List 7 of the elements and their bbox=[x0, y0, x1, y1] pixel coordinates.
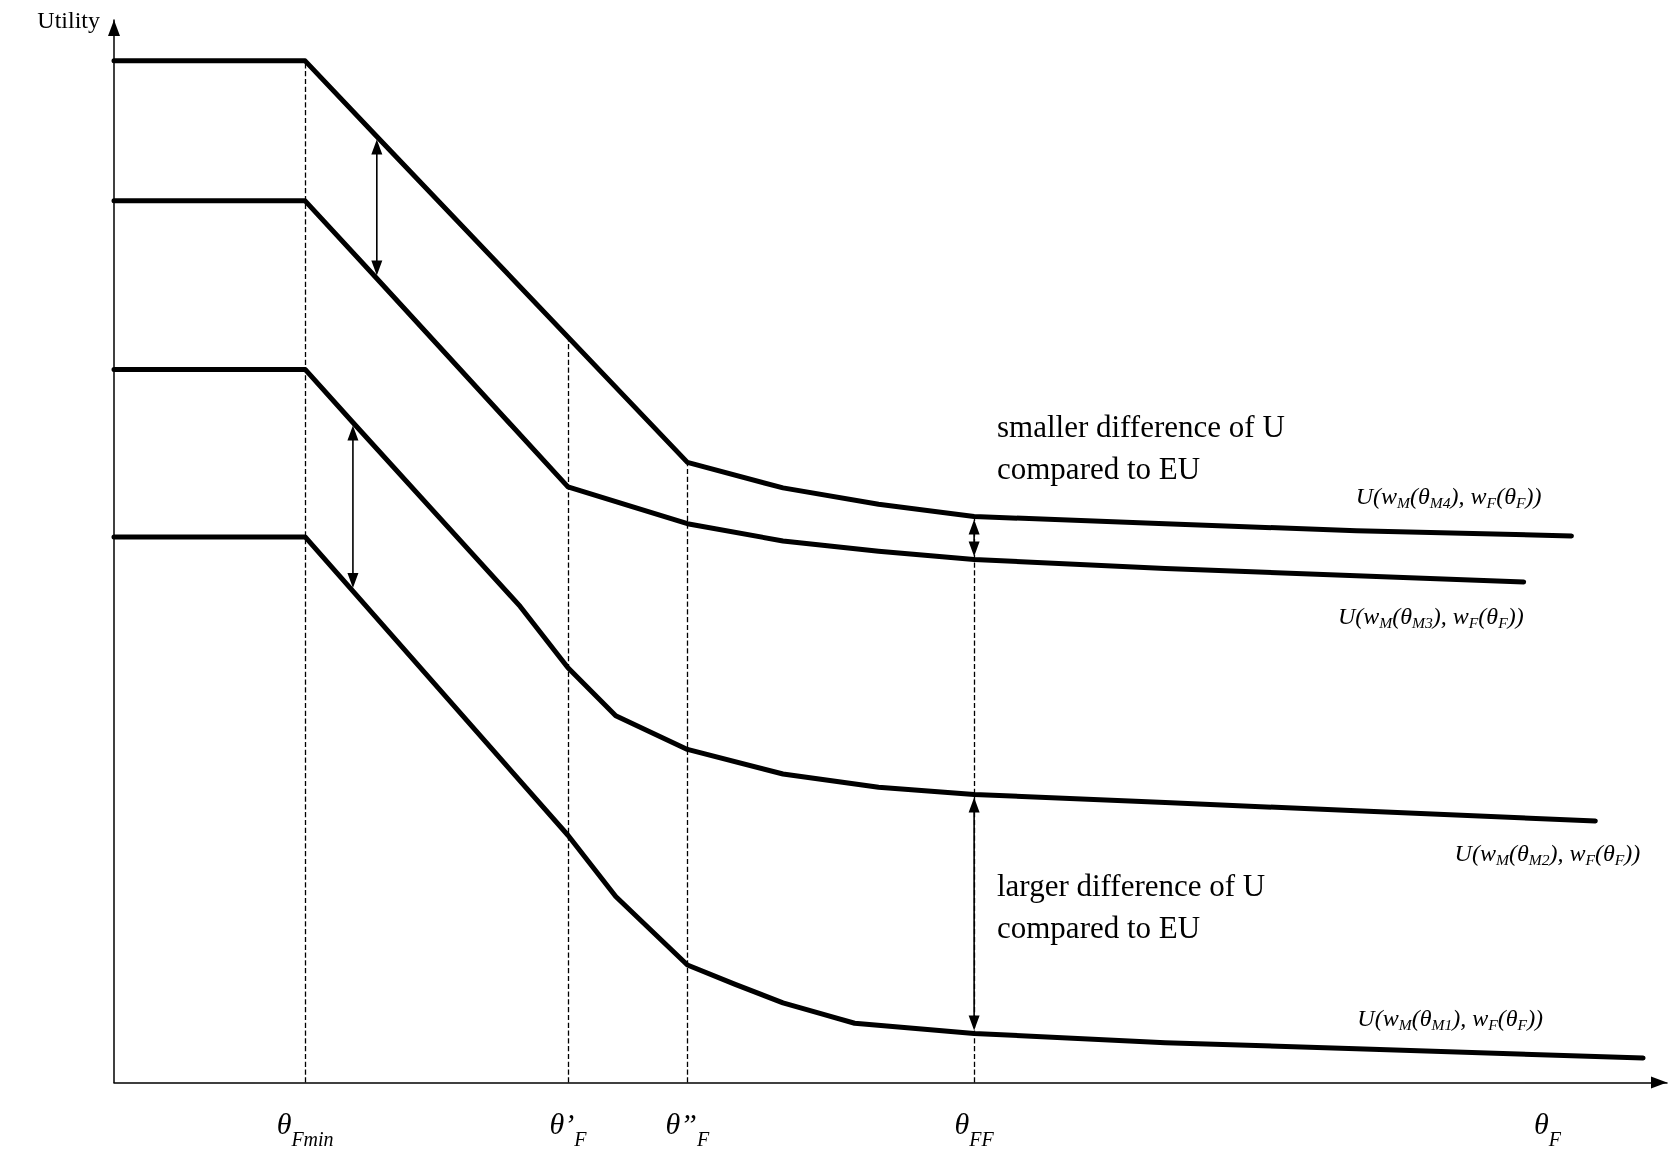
annotation: smaller difference of U compared to EU bbox=[997, 408, 1286, 488]
annotation: larger difference of U compared to EU bbox=[997, 867, 1267, 947]
text: U(w$_{M}$(θ$_{M3}$), w$_{F}$(θ$_{F}$)) bbox=[1337, 602, 1524, 631]
text: U(w$_{M}$(θ$_{M1}$), w$_{F}$(θ$_{F}$)) bbox=[1357, 1004, 1544, 1033]
text: U(w$_{M}$(θ$_{M2}$), w$_{F}$(θ$_{F}$)) bbox=[1454, 839, 1641, 868]
y-axis-title: Utility bbox=[37, 7, 100, 33]
text: U(w$_{M}$(θ$_{M4}$), w$_{F}$(θ$_{F}$)) bbox=[1355, 482, 1542, 511]
